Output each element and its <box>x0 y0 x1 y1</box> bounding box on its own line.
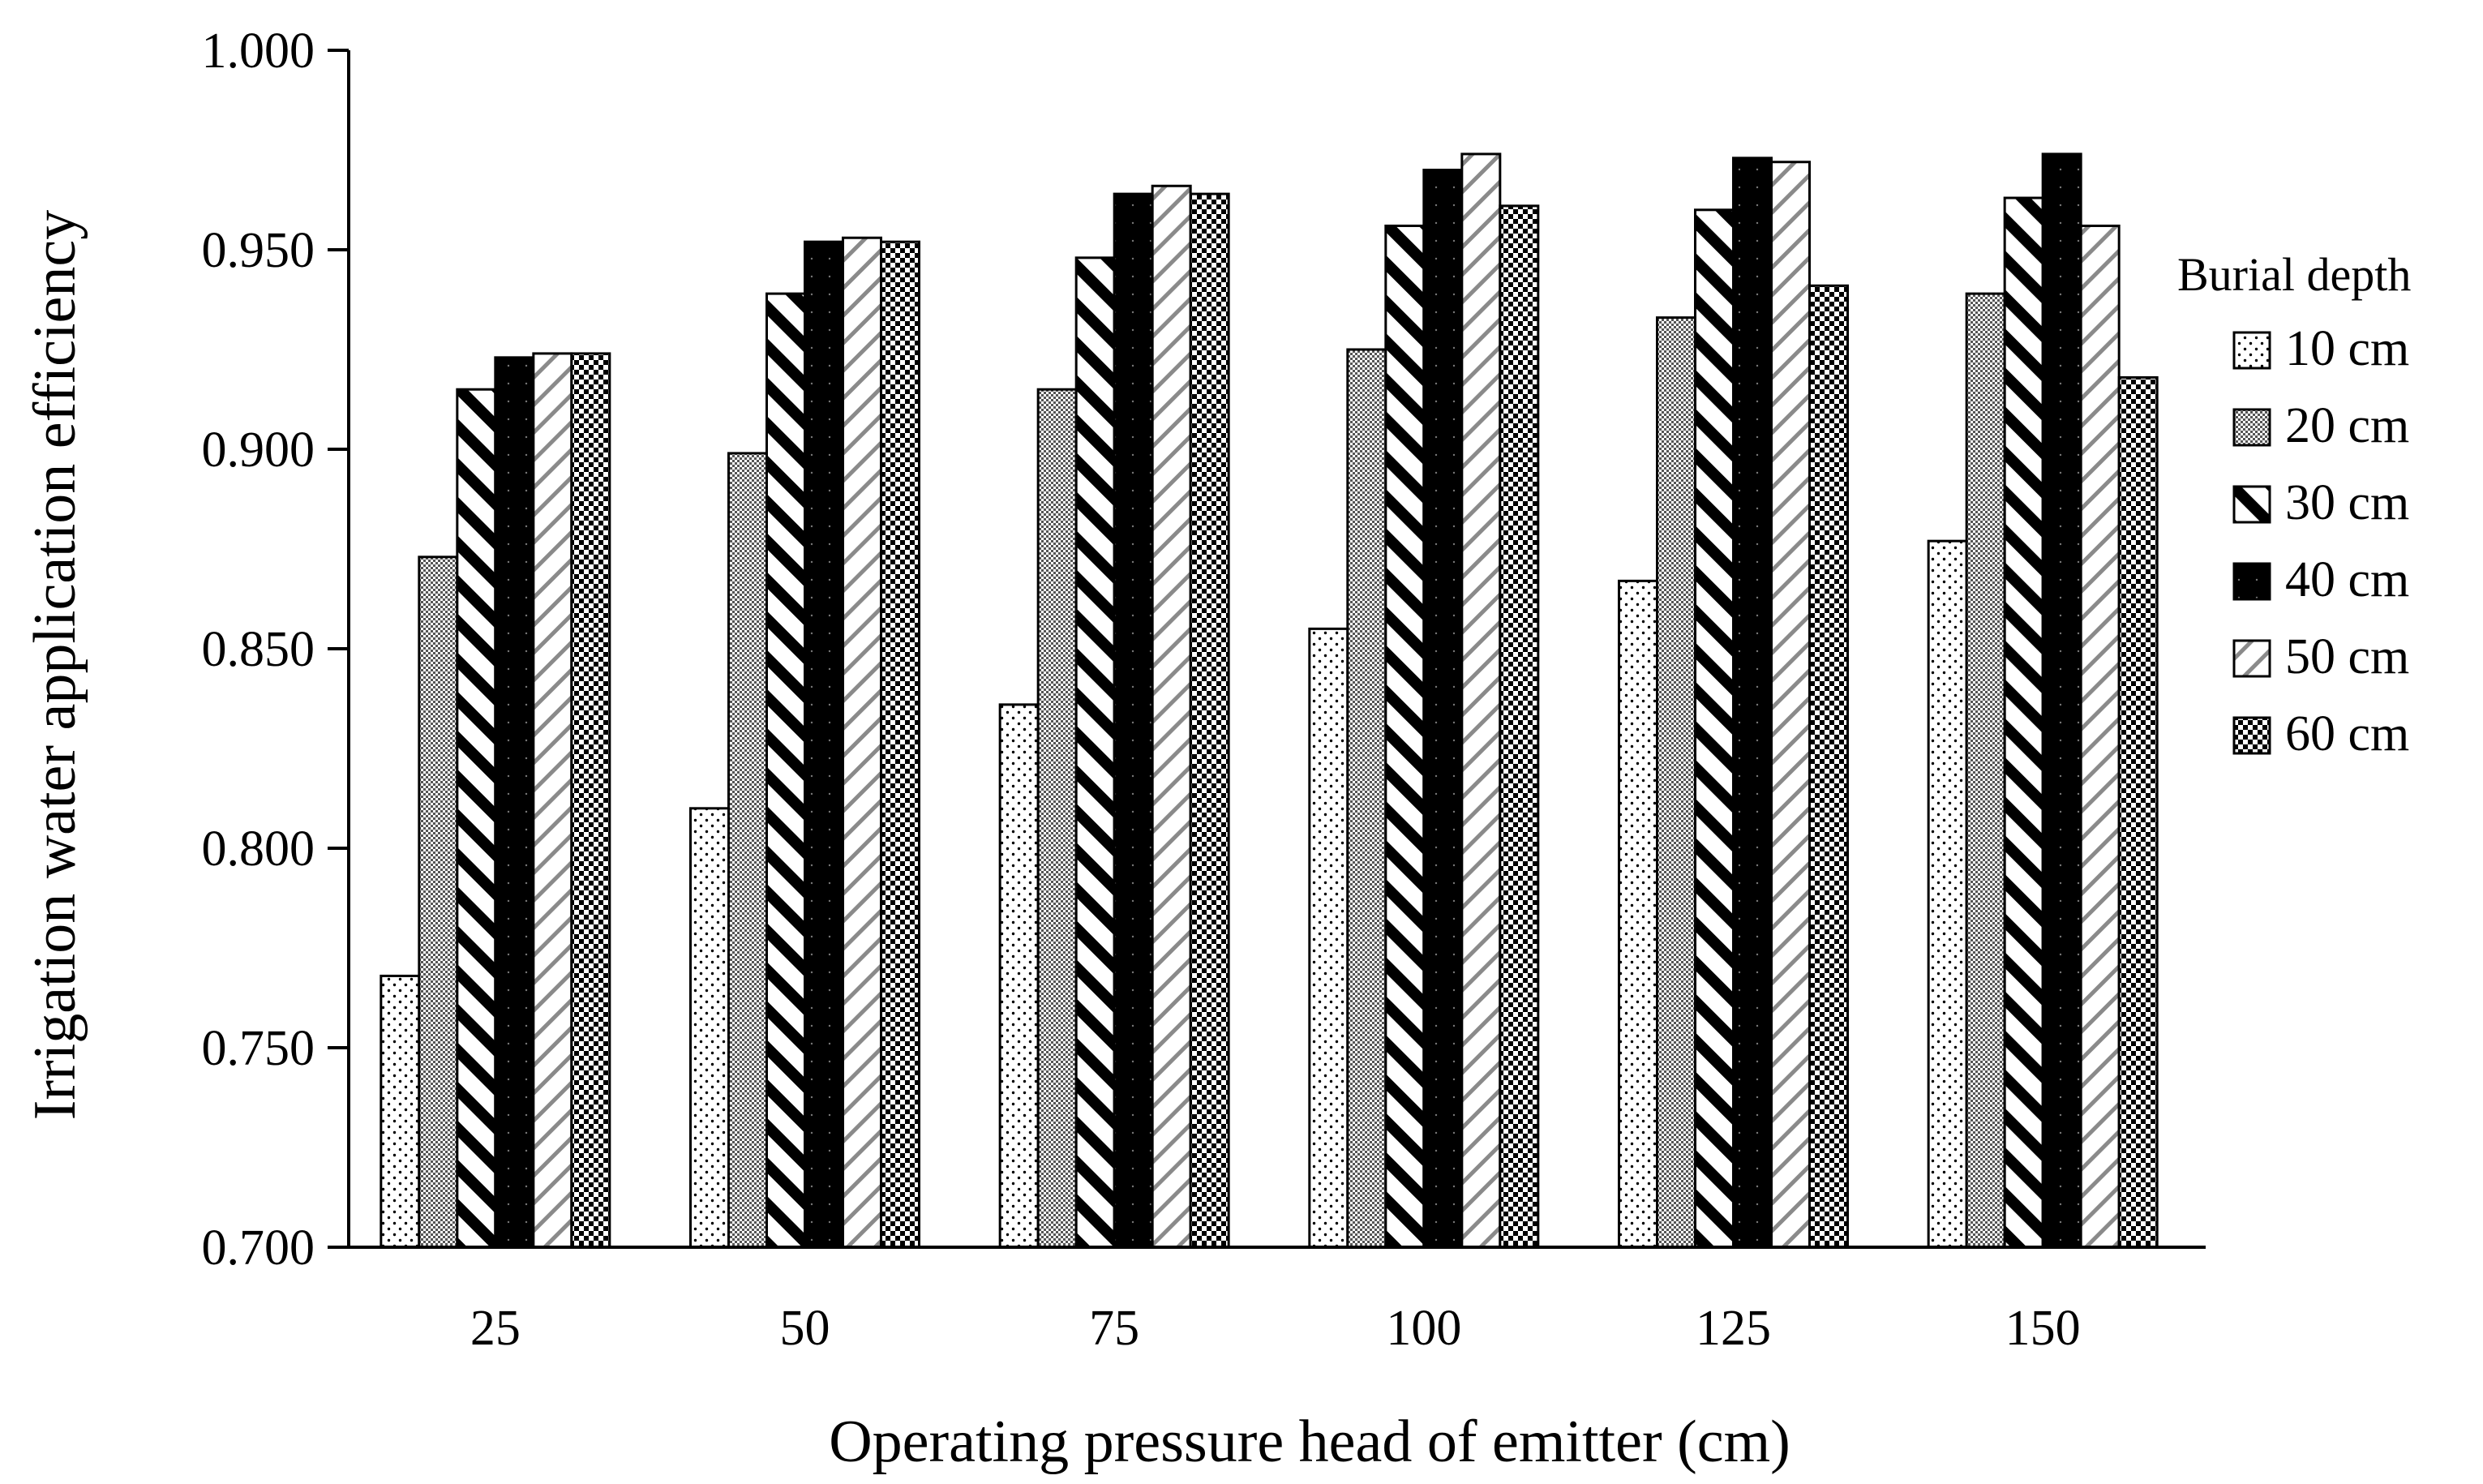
bar-60cm-75 <box>1189 192 1230 1249</box>
bar-20cm-25 <box>418 555 459 1249</box>
bar-10cm-100 <box>1308 627 1349 1249</box>
bar-20cm-75 <box>1036 388 1078 1249</box>
bar-30cm-25 <box>456 388 497 1249</box>
x-tick-label: 75 <box>1089 1301 1139 1356</box>
legend-label-50cm: 50 cm <box>2285 629 2409 684</box>
legend: Burial depth 10 cm 20 cm 30 cm 40 cm 50 cm 60… <box>2177 248 2411 761</box>
x-tick-label: 25 <box>470 1301 521 1356</box>
y-tick-label: 0.900 <box>202 422 315 478</box>
x-tick-label: 125 <box>1696 1301 1771 1356</box>
bar-30cm-50 <box>765 292 806 1249</box>
bar-40cm-125 <box>1732 157 1773 1249</box>
bar-50cm-125 <box>1770 161 1811 1249</box>
legend-swatch-10cm <box>2232 331 2271 370</box>
bar-60cm-100 <box>1499 204 1540 1249</box>
bar-10cm-25 <box>380 974 421 1249</box>
bar-40cm-150 <box>2041 152 2082 1249</box>
bar-10cm-50 <box>689 807 730 1249</box>
bar-60cm-125 <box>1808 284 1849 1249</box>
legend-label-40cm: 40 cm <box>2285 552 2409 607</box>
bar-40cm-75 <box>1113 192 1154 1249</box>
y-tick-label: 0.700 <box>202 1220 315 1276</box>
x-tick-label: 150 <box>2005 1301 2081 1356</box>
bar-30cm-100 <box>1384 224 1426 1249</box>
y-tick-label: 0.950 <box>202 223 315 278</box>
bar-30cm-125 <box>1694 208 1735 1249</box>
bar-20cm-150 <box>1965 292 2006 1249</box>
y-axis-title: Irrigation water application efficiency <box>22 210 88 1121</box>
y-axis-ticks: 0.700 0.750 0.800 0.850 0.900 0.950 1.000 <box>202 24 349 1276</box>
legend-label-10cm: 10 cm <box>2285 321 2409 376</box>
bar-60cm-50 <box>880 240 920 1249</box>
legend-swatch-60cm <box>2232 716 2271 755</box>
legend-swatch-20cm <box>2232 408 2271 447</box>
bar-10cm-75 <box>998 703 1040 1249</box>
x-tick-label: 100 <box>1386 1301 1461 1356</box>
y-tick-label: 0.800 <box>202 821 315 877</box>
y-tick-label: 0.850 <box>202 622 315 677</box>
bar-50cm-100 <box>1460 152 1502 1249</box>
bar-40cm-25 <box>494 356 535 1249</box>
bar-50cm-75 <box>1151 184 1192 1249</box>
plot-area <box>380 152 2159 1249</box>
legend-swatch-50cm <box>2232 639 2271 678</box>
bar-20cm-125 <box>1656 316 1696 1249</box>
bar-40cm-100 <box>1422 169 1464 1249</box>
legend-swatch-40cm <box>2232 562 2271 601</box>
x-tick-label: 50 <box>780 1301 830 1356</box>
legend-label-60cm: 60 cm <box>2285 706 2409 761</box>
x-axis-ticks: 25 50 75 100 125 150 <box>470 1301 2081 1356</box>
bar-50cm-25 <box>532 352 573 1249</box>
legend-label-20cm: 20 cm <box>2285 398 2409 453</box>
legend-title: Burial depth <box>2177 248 2411 301</box>
legend-label-30cm: 30 cm <box>2285 475 2409 530</box>
legend-swatch-30cm <box>2232 485 2271 524</box>
bar-50cm-150 <box>2079 224 2121 1249</box>
bar-20cm-50 <box>727 452 768 1249</box>
bar-40cm-50 <box>804 240 844 1249</box>
y-tick-label: 1.000 <box>202 24 315 79</box>
bar-60cm-150 <box>2117 375 2159 1249</box>
bar-30cm-150 <box>2003 196 2044 1249</box>
bar-20cm-100 <box>1346 348 1387 1249</box>
bar-50cm-50 <box>842 236 882 1249</box>
bar-30cm-75 <box>1074 256 1116 1249</box>
bar-10cm-125 <box>1618 579 1658 1249</box>
bar-60cm-25 <box>570 352 611 1249</box>
y-tick-label: 0.750 <box>202 1021 315 1076</box>
bar-10cm-150 <box>1927 539 1968 1249</box>
x-axis-title: Operating pressure head of emitter (cm) <box>829 1409 1790 1475</box>
